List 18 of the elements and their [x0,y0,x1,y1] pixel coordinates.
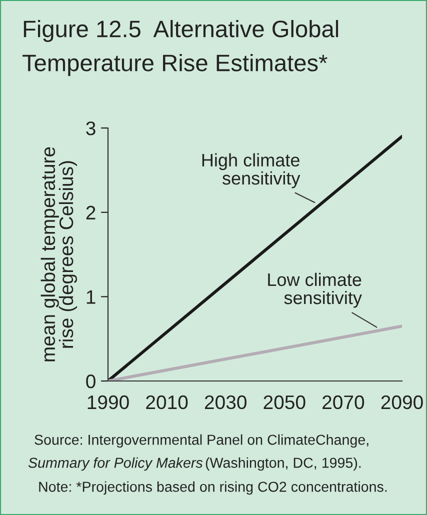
x-tick-label: 2050 [264,395,306,410]
source-note: Source: Intergovernmental Panel on ClimateChange, [34,434,368,448]
y-axis-title: mean global temperature rise (degrees Celsius) [40,147,78,362]
text: (Washington, DC, 1995). [206,457,361,471]
chart-title: Figure 12.5 Alternative Global Temperature Rise Estimates* [22,20,338,76]
x-tick-label: 2090 [381,395,423,410]
series-label: Low climate sensitivity [268,272,362,308]
x-tick-label: 2070 [322,395,364,410]
series-label: High climate sensitivity [202,153,300,188]
x-tick-label: 1990 [88,395,129,410]
y-tick-label: 1 [86,290,96,304]
text: Summary for Policy Makers [28,457,203,471]
text: Note: *Projections based on rising CO2 concentrations. [39,481,387,495]
x-tick-label: 2010 [146,395,188,410]
y-tick-label: 3 [86,121,96,136]
x-tick-label: 2030 [204,395,246,410]
y-tick-label: 0 [86,374,96,388]
y-tick-label: 2 [86,206,96,220]
